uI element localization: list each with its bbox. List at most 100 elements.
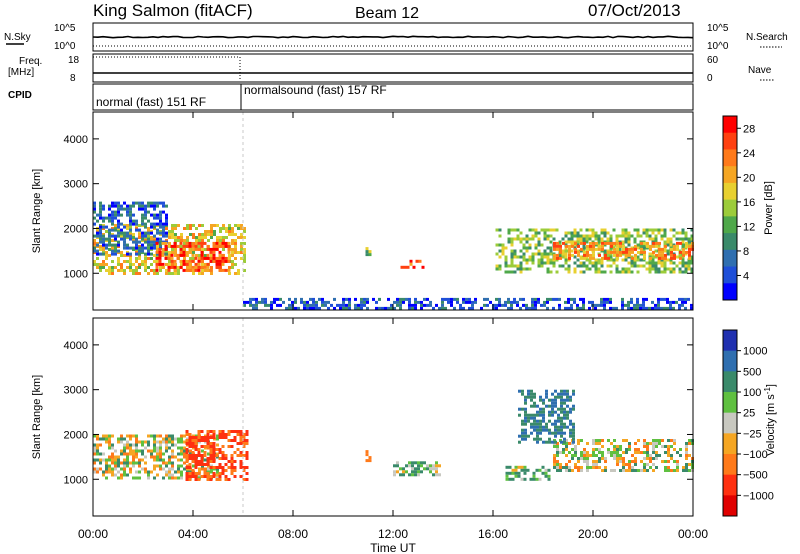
velocity-echo-cell bbox=[613, 454, 616, 457]
power-echo-cell bbox=[123, 201, 126, 205]
power-echo-cell bbox=[218, 259, 222, 263]
velocity-echo-cell bbox=[120, 434, 123, 438]
power-echo-cell bbox=[360, 306, 363, 310]
velocity-echo-cell bbox=[577, 442, 580, 445]
velocity-echo-cell bbox=[93, 461, 96, 465]
power-echo-cell bbox=[105, 246, 108, 250]
power-echo-cell bbox=[462, 300, 465, 304]
power-echo-cell bbox=[567, 231, 571, 235]
power-echo-cell bbox=[681, 240, 685, 244]
power-echo-cell bbox=[568, 247, 571, 251]
power-echo-cell bbox=[684, 237, 688, 241]
power-echo-cell bbox=[585, 234, 589, 238]
velocity-echo-cell bbox=[536, 431, 539, 435]
power-echo-cell bbox=[108, 231, 111, 235]
velocity-echo-cell bbox=[619, 445, 622, 448]
velocity-echo-cell bbox=[530, 404, 533, 408]
power-echo-cell bbox=[161, 253, 165, 257]
power-echo-cell bbox=[197, 265, 201, 269]
velocity-echo-cell bbox=[523, 465, 527, 469]
velocity-echo-cell bbox=[165, 446, 168, 450]
velocity-echo-cell bbox=[365, 459, 369, 463]
power-echo-cell bbox=[108, 266, 111, 269]
velocity-echo-cell bbox=[230, 457, 234, 460]
velocity-echo-cell bbox=[625, 448, 628, 451]
power-echo-cell bbox=[549, 249, 553, 253]
power-echo-cell bbox=[609, 258, 613, 262]
power-echo-cell bbox=[345, 297, 348, 301]
velocity-echo-cell bbox=[613, 448, 616, 451]
power-echo-cell bbox=[690, 303, 693, 307]
power-echo-cell bbox=[540, 261, 544, 265]
power-echo-cell bbox=[200, 250, 204, 254]
power-echo-cell bbox=[687, 267, 691, 271]
velocity-echo-cell bbox=[180, 434, 183, 438]
power-echo-cell bbox=[123, 231, 126, 235]
velocity-echo-cell bbox=[536, 419, 539, 423]
power-echo-cell bbox=[168, 263, 171, 266]
velocity-echo-cell bbox=[622, 469, 625, 472]
velocity-echo-cell bbox=[580, 466, 583, 469]
power-echo-cell bbox=[586, 253, 589, 257]
freq-label: Freq. bbox=[19, 56, 42, 67]
power-echo-cell bbox=[582, 234, 586, 238]
velocity-echo-cell bbox=[568, 466, 571, 469]
power-echo-cell bbox=[552, 264, 556, 268]
velocity-echo-cell bbox=[571, 469, 574, 472]
power-echo-cell bbox=[495, 297, 498, 301]
velocity-echo-cell bbox=[554, 398, 557, 402]
velocity-echo-cell bbox=[536, 428, 539, 432]
power-echo-cell bbox=[155, 241, 159, 245]
power-echo-cell bbox=[165, 231, 168, 235]
power-echo-cell bbox=[135, 227, 138, 230]
power-colorbar-cell bbox=[723, 283, 737, 301]
velocity-echo-cell bbox=[203, 436, 207, 439]
power-echo-cell bbox=[105, 237, 108, 241]
velocity-echo-cell bbox=[203, 454, 207, 457]
power-echo-cell bbox=[684, 264, 688, 268]
velocity-echo-cell bbox=[560, 389, 563, 393]
velocity-echo-cell bbox=[200, 457, 204, 460]
velocity-echo-cell bbox=[524, 398, 527, 402]
power-echo-cell bbox=[663, 297, 666, 301]
power-echo-cell bbox=[221, 262, 225, 266]
velocity-echo-cell bbox=[616, 448, 619, 451]
velocity-echo-cell bbox=[230, 466, 234, 469]
power-echo-cell bbox=[203, 256, 207, 260]
power-echo-cell bbox=[616, 250, 619, 254]
velocity-echo-cell bbox=[557, 416, 560, 420]
power-echo-cell bbox=[534, 246, 538, 250]
power-echo-cell bbox=[141, 213, 144, 217]
velocity-echo-cell bbox=[216, 470, 219, 474]
velocity-echo-cell bbox=[117, 437, 120, 441]
power-echo-cell bbox=[573, 243, 577, 247]
velocity-echo-cell bbox=[622, 451, 625, 454]
power-echo-cell bbox=[197, 262, 201, 266]
velocity-echo-cell bbox=[185, 472, 189, 475]
velocity-echo-cell bbox=[242, 469, 246, 472]
power-echo-cell bbox=[418, 259, 422, 263]
power-echo-cell bbox=[243, 227, 246, 230]
power-echo-cell bbox=[158, 259, 162, 263]
velocity-echo-cell bbox=[120, 476, 123, 480]
power-echo-cell bbox=[99, 216, 102, 220]
velocity-echo-cell bbox=[679, 448, 682, 451]
power-echo-cell bbox=[553, 244, 556, 248]
velocity-echo-cell bbox=[129, 452, 132, 456]
power-echo-cell bbox=[105, 254, 108, 257]
velocity-echo-cell bbox=[201, 449, 204, 453]
power-echo-cell bbox=[182, 253, 186, 257]
power-echo-cell bbox=[601, 247, 604, 251]
velocity-echo-cell bbox=[572, 431, 575, 435]
velocity-echo-cell bbox=[563, 437, 566, 441]
velocity-echo-cell bbox=[562, 448, 565, 451]
power-echo-cell bbox=[652, 250, 655, 254]
power-echo-cell bbox=[174, 254, 177, 257]
velocity-echo-cell bbox=[685, 463, 688, 466]
power-echo-cell bbox=[537, 243, 541, 247]
power-echo-cell bbox=[138, 266, 141, 269]
velocity-echo-cell bbox=[580, 469, 583, 472]
velocity-echo-cell bbox=[673, 442, 676, 445]
velocity-echo-cell bbox=[171, 476, 174, 480]
